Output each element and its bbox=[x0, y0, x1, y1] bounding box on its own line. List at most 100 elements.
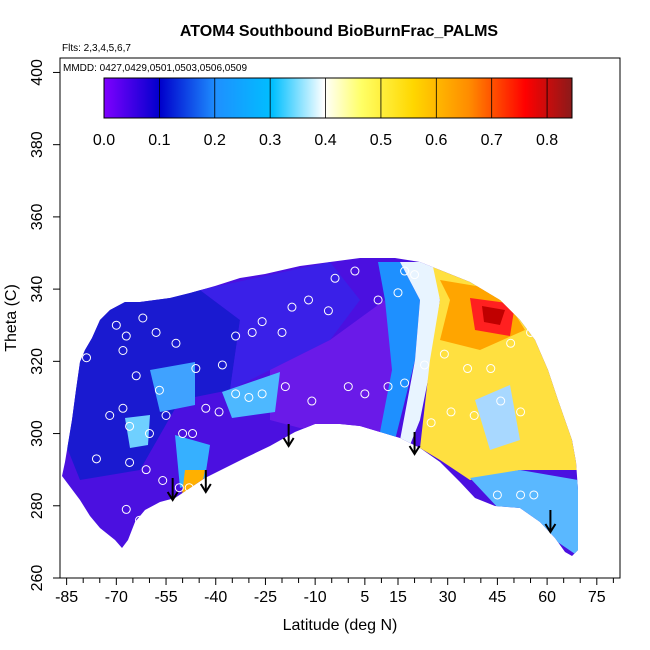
observation-points bbox=[82, 266, 552, 554]
observation-point bbox=[121, 331, 131, 341]
y-tick-label: 320 bbox=[29, 348, 46, 375]
field-cyan-pocket-b bbox=[222, 372, 280, 418]
colorbar-tick-label: 0.1 bbox=[148, 132, 170, 149]
colorbar-tick-label: 0.0 bbox=[93, 132, 115, 149]
observation-point bbox=[330, 273, 340, 283]
observation-point bbox=[201, 403, 211, 413]
observation-point bbox=[125, 421, 135, 431]
x-tick-label: -85 bbox=[55, 589, 78, 606]
y-tick-label: 300 bbox=[29, 420, 46, 447]
down-arrow bbox=[544, 510, 557, 534]
observation-point bbox=[350, 266, 360, 276]
plot-area bbox=[59, 57, 621, 579]
observation-point bbox=[383, 382, 393, 392]
y-tick-label: 280 bbox=[29, 492, 46, 519]
observation-point bbox=[307, 396, 317, 406]
observation-point bbox=[151, 530, 161, 540]
observation-point bbox=[164, 537, 174, 547]
observation-point bbox=[439, 349, 449, 359]
y-tick-label: 260 bbox=[29, 565, 46, 592]
y-tick-label: 400 bbox=[29, 59, 46, 86]
observation-point bbox=[486, 364, 496, 374]
observation-point bbox=[542, 309, 552, 319]
observation-point bbox=[390, 447, 400, 457]
observation-point bbox=[154, 385, 164, 395]
x-axis-label: Latitude (deg N) bbox=[283, 617, 398, 634]
observation-point bbox=[516, 490, 526, 500]
observation-point bbox=[280, 382, 290, 392]
observation-point bbox=[118, 403, 128, 413]
observation-point bbox=[82, 353, 92, 363]
observation-point bbox=[247, 327, 257, 337]
observation-point bbox=[496, 396, 506, 406]
observation-point bbox=[138, 313, 148, 323]
colorbar-tick-label: 0.6 bbox=[425, 132, 447, 149]
dates-subtitle: MMDD: 0427,0429,0501,0503,0506,0509 bbox=[63, 63, 247, 74]
observation-point bbox=[121, 504, 131, 514]
observation-point bbox=[144, 429, 154, 439]
observation-point bbox=[141, 465, 151, 475]
observation-point bbox=[257, 389, 267, 399]
observation-point bbox=[400, 266, 410, 276]
observation-point bbox=[410, 270, 420, 280]
observation-point bbox=[373, 295, 383, 305]
x-tick-label: 45 bbox=[488, 589, 506, 606]
observation-point bbox=[463, 364, 473, 374]
x-tick-label: -25 bbox=[254, 589, 277, 606]
observation-point bbox=[280, 454, 290, 464]
field-yellow-north bbox=[420, 262, 578, 480]
x-axis: -85 -70 -55 -40 -25 -10 5 15 30 45 60 75 bbox=[55, 577, 614, 606]
observation-point bbox=[400, 378, 410, 388]
flights-subtitle: Flts: 2,3,4,5,6,7 bbox=[62, 43, 131, 54]
observation-point bbox=[105, 411, 115, 420]
observation-point bbox=[516, 407, 526, 417]
observation-point bbox=[433, 490, 443, 500]
arrow-markers bbox=[166, 424, 557, 534]
y-tick-label: 340 bbox=[29, 276, 46, 303]
observation-point bbox=[453, 483, 463, 493]
field-dark-blue-south bbox=[62, 290, 240, 480]
observation-point bbox=[231, 331, 241, 341]
observation-point bbox=[125, 544, 135, 554]
observation-point bbox=[360, 389, 370, 399]
x-tick-label: -40 bbox=[204, 589, 227, 606]
observation-point bbox=[264, 461, 274, 471]
observation-point bbox=[506, 338, 516, 348]
observation-point bbox=[323, 306, 333, 316]
observation-point bbox=[178, 429, 188, 439]
observation-point bbox=[111, 320, 121, 330]
observation-point bbox=[526, 327, 536, 337]
colorbar-ticks: 0.0 0.1 0.2 0.3 0.4 0.5 0.6 0.7 0.8 bbox=[93, 78, 558, 149]
observation-point bbox=[257, 317, 267, 327]
observation-point bbox=[357, 436, 367, 446]
observation-point bbox=[419, 360, 429, 370]
observation-point bbox=[191, 364, 201, 374]
observation-point bbox=[343, 382, 353, 392]
observation-point bbox=[217, 360, 227, 370]
observation-point bbox=[426, 418, 436, 428]
observation-point bbox=[151, 327, 161, 337]
heatmap-field bbox=[62, 258, 578, 556]
colorbar-tick-label: 0.3 bbox=[259, 132, 281, 149]
observation-point bbox=[492, 490, 502, 500]
observation-point bbox=[244, 472, 254, 482]
colorbar-tick-label: 0.8 bbox=[536, 132, 558, 149]
x-tick-label: 75 bbox=[588, 589, 606, 606]
x-tick-label: -55 bbox=[154, 589, 177, 606]
down-arrow bbox=[166, 478, 179, 502]
observation-point bbox=[158, 476, 168, 485]
field-transition-white bbox=[400, 262, 440, 445]
chart-title: ATOM4 Southbound BioBurnFrac_PALMS bbox=[180, 23, 499, 40]
observation-point bbox=[287, 302, 297, 312]
observation-point bbox=[304, 295, 314, 305]
field-deep-red-core bbox=[482, 306, 505, 325]
observation-point bbox=[244, 392, 254, 402]
observation-point bbox=[91, 454, 101, 464]
down-arrow bbox=[199, 470, 212, 494]
observation-point bbox=[446, 407, 456, 417]
observation-point bbox=[469, 411, 479, 420]
observation-point bbox=[333, 436, 343, 446]
field-transition-blue bbox=[378, 262, 420, 440]
down-arrow bbox=[282, 424, 295, 448]
